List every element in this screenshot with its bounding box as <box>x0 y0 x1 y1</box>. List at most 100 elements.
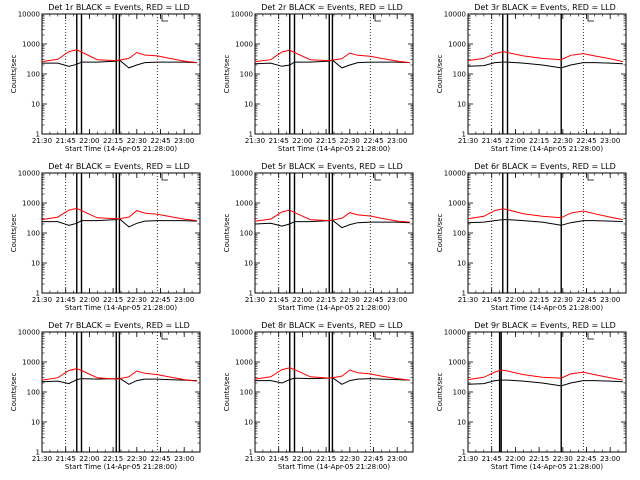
corner-bracket <box>161 15 168 22</box>
x-axis-label: Start Time (14-Apr-05 21:28:00) <box>278 463 390 471</box>
x-tick-label: 22:30 <box>340 296 360 304</box>
events-line <box>467 219 623 226</box>
corner-bracket <box>587 15 594 22</box>
x-tick-label: 23:00 <box>600 137 620 145</box>
y-tick-label: 1000 <box>235 359 253 367</box>
x-tick-label: 21:45 <box>56 296 76 304</box>
x-axis-label: Start Time (14-Apr-05 21:28:00) <box>65 463 177 471</box>
y-axis-label: Counts/sec <box>436 214 444 253</box>
panel-title: Det 2r BLACK = Events, RED = LLD <box>261 3 403 12</box>
y-tick-label: 10 <box>457 101 466 109</box>
y-tick-label: 1000 <box>448 41 466 49</box>
x-tick-label: 22:15 <box>316 296 336 304</box>
detector-panel: Det 8r BLACK = Events, RED = LLD 1 10 100 10… <box>223 321 414 471</box>
y-tick-label: 10000 <box>18 11 40 19</box>
x-tick-label: 21:30 <box>32 137 52 145</box>
panel-title: Det 8r BLACK = Events, RED = LLD <box>261 321 403 330</box>
y-axis-label: Counts/sec <box>10 55 18 94</box>
corner-bracket <box>161 333 168 340</box>
y-tick-label: 1000 <box>22 41 40 49</box>
y-tick-label: 10000 <box>231 11 253 19</box>
detector-panel: Det 6r BLACK = Events, RED = LLD 1 10 100 10… <box>436 162 627 312</box>
y-axis-label: Counts/sec <box>436 373 444 412</box>
events-line <box>467 379 623 387</box>
y-axis-label: Counts/sec <box>436 55 444 94</box>
x-tick-label: 23:00 <box>387 455 407 463</box>
y-tick-label: 100 <box>453 389 466 397</box>
x-tick-label: 22:15 <box>103 137 123 145</box>
y-axis-label: Counts/sec <box>223 55 231 94</box>
y-tick-label: 10 <box>244 101 253 109</box>
y-tick-label: 100 <box>27 230 40 238</box>
y-tick-label: 1 <box>36 290 40 298</box>
y-tick-label: 1 <box>249 449 253 457</box>
corner-bracket <box>161 174 168 181</box>
detector-panel: Det 2r BLACK = Events, RED = LLD 1 10 100 10… <box>223 3 414 153</box>
panel-title: Det 1r BLACK = Events, RED = LLD <box>48 3 190 12</box>
x-axis-label: Start Time (14-Apr-05 21:28:00) <box>491 304 603 312</box>
x-tick-label: 21:30 <box>245 137 265 145</box>
x-tick-label: 21:30 <box>458 296 478 304</box>
y-axis-label: Counts/sec <box>10 214 18 253</box>
panel-title: Det 3r BLACK = Events, RED = LLD <box>474 3 616 12</box>
detector-panel: Det 4r BLACK = Events, RED = LLD 1 10 100 10… <box>10 162 201 312</box>
x-axis-label: Start Time (14-Apr-05 21:28:00) <box>65 145 177 153</box>
x-tick-label: 23:00 <box>174 296 194 304</box>
x-tick-label: 22:45 <box>576 455 596 463</box>
x-tick-label: 22:00 <box>292 296 312 304</box>
lld-line <box>41 368 197 382</box>
x-tick-label: 22:30 <box>340 455 360 463</box>
panel-title: Det 9r BLACK = Events, RED = LLD <box>474 321 616 330</box>
y-axis-label: Counts/sec <box>223 214 231 253</box>
x-tick-label: 22:45 <box>150 137 170 145</box>
y-tick-label: 10000 <box>231 170 253 178</box>
x-tick-label: 22:00 <box>505 296 525 304</box>
x-tick-label: 21:45 <box>269 137 289 145</box>
x-tick-label: 22:00 <box>505 137 525 145</box>
x-tick-label: 21:45 <box>269 455 289 463</box>
detector-panel: Det 1r BLACK = Events, RED = LLD 1 10 100 10… <box>10 3 201 153</box>
y-tick-label: 10000 <box>444 170 466 178</box>
x-tick-label: 22:00 <box>292 455 312 463</box>
y-tick-label: 100 <box>27 389 40 397</box>
x-tick-label: 21:45 <box>482 296 502 304</box>
y-tick-label: 10000 <box>444 329 466 337</box>
x-tick-label: 22:45 <box>363 296 383 304</box>
x-tick-label: 22:00 <box>79 455 99 463</box>
detector-panel: Det 5r BLACK = Events, RED = LLD 1 10 100 10… <box>223 162 414 312</box>
x-tick-label: 22:30 <box>553 455 573 463</box>
y-tick-label: 100 <box>240 230 253 238</box>
y-tick-label: 1000 <box>235 41 253 49</box>
lld-line <box>467 51 623 63</box>
x-tick-label: 22:30 <box>553 296 573 304</box>
x-tick-label: 22:15 <box>103 455 123 463</box>
x-tick-label: 21:30 <box>245 296 265 304</box>
x-tick-label: 22:15 <box>529 455 549 463</box>
y-tick-label: 1 <box>462 131 466 139</box>
y-tick-label: 1000 <box>22 359 40 367</box>
y-tick-label: 10 <box>31 260 40 268</box>
x-tick-label: 21:45 <box>56 137 76 145</box>
x-tick-label: 22:30 <box>553 137 573 145</box>
detector-panel: Det 3r BLACK = Events, RED = LLD 1 10 100 10… <box>436 3 627 153</box>
x-tick-label: 21:30 <box>32 296 52 304</box>
x-axis-label: Start Time (14-Apr-05 21:28:00) <box>65 304 177 312</box>
y-tick-label: 10 <box>31 101 40 109</box>
y-tick-label: 1 <box>462 290 466 298</box>
y-tick-label: 10000 <box>18 170 40 178</box>
x-tick-label: 22:15 <box>316 137 336 145</box>
lld-line <box>467 369 623 381</box>
x-tick-label: 22:15 <box>103 296 123 304</box>
x-tick-label: 22:30 <box>127 455 147 463</box>
panel-title: Det 7r BLACK = Events, RED = LLD <box>48 321 190 330</box>
lld-line <box>254 367 410 381</box>
lld-line <box>41 49 197 64</box>
x-tick-label: 21:30 <box>458 137 478 145</box>
y-tick-label: 100 <box>453 230 466 238</box>
x-tick-label: 23:00 <box>174 455 194 463</box>
y-tick-label: 1 <box>36 449 40 457</box>
panel-title: Det 6r BLACK = Events, RED = LLD <box>474 162 616 171</box>
x-tick-label: 22:45 <box>576 296 596 304</box>
x-tick-label: 22:30 <box>127 296 147 304</box>
y-tick-label: 1000 <box>235 200 253 208</box>
